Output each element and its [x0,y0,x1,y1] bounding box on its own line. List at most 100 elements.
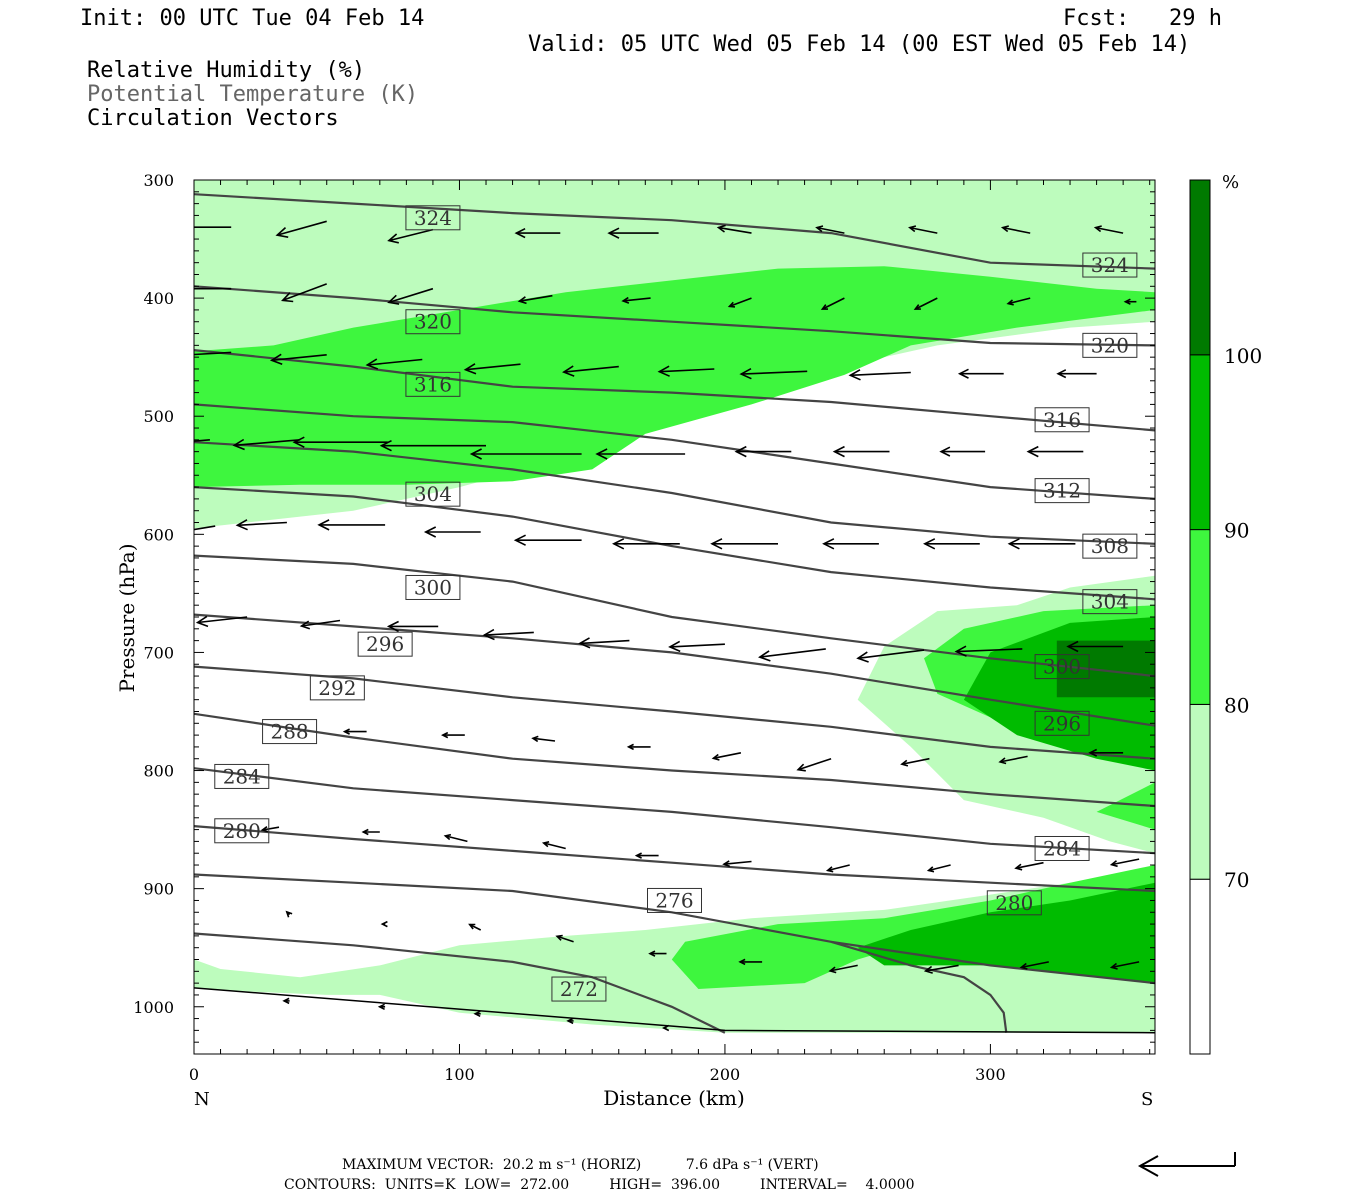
vector-arrow [578,637,630,649]
vector-arrow [923,538,980,550]
contour-label: 280 [986,890,1042,916]
vector-arrow [739,367,808,380]
valid-time: Valid: 05 UTC Wed 05 Feb 14 (00 EST Wed … [528,32,1191,57]
vector-arrow [621,296,651,304]
vector-arrow [380,920,388,928]
colorbar-swatch [1189,179,1211,356]
vector-arrow [738,958,763,966]
vector-arrow [194,525,216,531]
svg-text:316: 316 [414,372,452,396]
svg-text:320: 320 [414,310,452,334]
rh-region-90 [857,882,1155,984]
x-tick-label: 100 [444,1065,475,1084]
vector-arrow [822,538,879,550]
contour-label: 320 [1082,332,1138,358]
field-rh-label: Relative Humidity (%) [87,58,366,83]
vector-arrow [607,227,659,239]
vector-arrow [269,353,327,366]
vector-arrow [195,615,248,628]
svg-text:284: 284 [1043,836,1081,860]
circulation-vectors [194,220,1140,1032]
vector-arrow [379,439,486,452]
vector-arrow [668,640,725,653]
axis-ticks: 300 400 500 600 700 800 900 1000 0 100 200 300 [133,171,1155,1084]
vector-arrow [468,923,482,931]
x-tick-label: 300 [975,1065,1006,1084]
contour-label: 292 [309,675,365,701]
vector-arrow [441,731,465,739]
isentrope-272 [194,932,726,1034]
isentrope-288 [194,712,1155,808]
svg-text:304: 304 [414,482,452,506]
vector-arrow [562,365,619,377]
vector-arrow [317,519,386,531]
terrain-line [194,987,1155,1034]
vector-arrow [820,297,845,310]
vector-arrow [734,445,792,458]
vector-arrow [531,735,556,743]
max-vector-info: MAXIMUM VECTOR: 20.2 m s⁻¹ (HORIZ) 7.6 d… [342,1157,819,1173]
contour-label: 280 [214,818,270,844]
vector-arrow [908,225,938,234]
svg-text:300: 300 [1043,655,1081,679]
contour-label: 308 [1082,533,1138,559]
svg-text:316: 316 [1043,408,1081,432]
vector-arrow [832,445,890,458]
vector-arrow [423,526,481,538]
vector-arrow [926,864,951,873]
isentrope-308 [194,441,1155,545]
x-tick-label: 0 [189,1065,199,1084]
vector-arrow [232,438,301,451]
isentrope-280 [194,825,1155,893]
vector-arrow [913,297,938,310]
vector-arrow [194,287,232,290]
vector-arrow [939,446,986,457]
svg-text:288: 288 [270,720,308,744]
vector-arrow [292,436,388,448]
vector-arrow [443,833,468,843]
y-tick-label: 800 [143,762,174,781]
vector-arrow [387,287,434,305]
svg-text:280: 280 [995,891,1033,915]
svg-text:320: 320 [1091,333,1129,357]
contour-label: 288 [262,719,318,745]
rh-region-80 [671,782,1155,989]
contour-label: 276 [647,887,702,913]
colorbar-swatch [1189,703,1211,880]
vector-arrow [285,910,293,918]
svg-text:284: 284 [223,764,261,788]
vector-arrow [469,448,582,460]
isentrope-300 [194,554,1155,678]
svg-text:308: 308 [1091,534,1129,558]
forecast-hour: Fcst: 29 h [1063,6,1222,31]
vector-arrow [626,743,651,751]
vector-arrow [387,228,434,244]
contour-label: 316 [1034,407,1090,433]
svg-text:312: 312 [1043,479,1081,503]
y-tick-label: 900 [143,880,174,899]
vector-arrow [1019,961,1049,970]
isentropes [194,193,1155,1034]
svg-text:304: 304 [1091,590,1129,614]
contour-label: 312 [1034,478,1090,504]
vector-arrow [281,283,327,303]
x-right-end-label: S [1141,1089,1153,1110]
vector-arrow [595,448,686,460]
isentrope-320 [194,285,1155,347]
vector-arrow [716,224,752,234]
isentrope-324 [194,193,1155,270]
colorbar-swatch [1189,878,1211,1055]
contour-label: 300 [1034,654,1090,680]
y-tick-label: 600 [143,525,174,544]
vector-arrow [796,757,832,772]
vector-arrow [1000,225,1031,234]
vector-arrow [463,363,521,375]
vector-arrow [923,964,959,974]
colorbar-level-label: 80 [1224,693,1249,717]
svg-text:276: 276 [655,888,693,912]
contour-label: 296 [1034,710,1090,736]
vector-arrow [828,964,858,974]
vector-arrow [513,534,582,546]
svg-text:296: 296 [1043,711,1081,735]
vector-arrow [957,368,1004,379]
